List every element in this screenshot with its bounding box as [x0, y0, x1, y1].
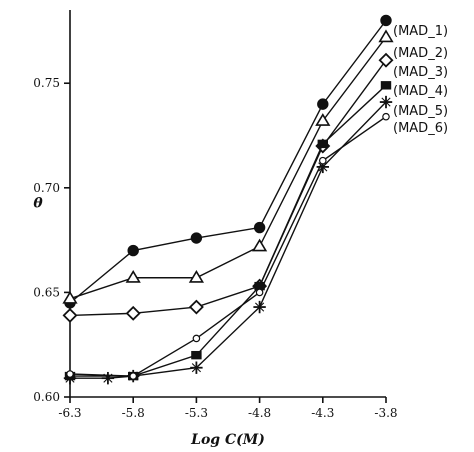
series-4 [64, 81, 392, 381]
open-diamond-marker [378, 52, 394, 68]
star-cross-marker [379, 95, 393, 109]
y-axis-label: θ [33, 196, 43, 212]
series-line [70, 101, 387, 379]
open-circle-marker [66, 370, 74, 378]
star-stroke [381, 97, 391, 107]
series-line [69, 116, 387, 377]
series-line [69, 59, 387, 317]
star-stroke [318, 162, 328, 172]
star-cross-marker [101, 371, 115, 385]
x-tick-label: -4.8 [248, 406, 271, 420]
series-5 [63, 95, 393, 385]
star-stroke [255, 302, 265, 312]
series-2 [62, 29, 394, 304]
open-diamond-marker [188, 299, 204, 315]
filled-circle-marker [253, 221, 266, 234]
legend-label: (MAD_5) [393, 104, 448, 119]
open-triangle-marker [62, 290, 78, 304]
y-tick-label: 0.65 [33, 285, 60, 299]
filled-square-marker [317, 139, 328, 149]
filled-circle-marker [380, 14, 392, 27]
axes [64, 10, 387, 403]
series-6 [66, 112, 390, 380]
y-tick-label: 0.60 [33, 390, 60, 404]
tick-labels: -6.3 -5.8 -5.3 -4.8 -4.3 -3.8 0.60 0.65 0.70 0.75 [33, 76, 397, 420]
star-cross-marker [190, 361, 203, 374]
open-circle-marker [192, 334, 201, 343]
filled-circle-marker [317, 98, 329, 110]
series-line [69, 20, 387, 304]
open-triangle-marker [378, 29, 394, 43]
open-triangle-marker [251, 238, 268, 252]
legend: (MAD_1) (MAD_2) (MAD_3) (MAD_4) (MAD_5) (MAD_… [393, 24, 448, 136]
open-triangle-marker [125, 269, 141, 283]
filled-circle-marker [127, 244, 139, 257]
filled-square-marker [254, 281, 265, 291]
open-diamond-marker [62, 307, 78, 323]
x-tick-label: -3.8 [374, 406, 397, 420]
y-tick-label: 0.75 [33, 76, 60, 90]
x-tick-label: -5.3 [185, 406, 208, 420]
legend-label: (MAD_6) [393, 121, 448, 136]
open-circle-marker [382, 112, 390, 121]
legend-label: (MAD_1) [393, 24, 448, 39]
series-1 [64, 14, 392, 309]
open-diamond-marker [125, 305, 141, 321]
x-tick-label: -4.3 [311, 406, 334, 420]
star-stroke [191, 363, 201, 373]
open-triangle-marker [188, 269, 205, 283]
filled-square-marker [380, 81, 392, 90]
filled-square-marker [191, 350, 202, 360]
x-axis-label: Log C(M) [190, 432, 265, 448]
series-line [70, 84, 387, 377]
open-triangle-marker [315, 113, 331, 126]
legend-label: (MAD_2) [393, 46, 448, 61]
open-circle-marker [129, 372, 138, 380]
x-tick-label: -6.3 [58, 406, 81, 420]
x-tick-label: -5.8 [122, 406, 145, 420]
y-tick-label: 0.70 [33, 181, 60, 195]
legend-label: (MAD_3) [393, 65, 448, 80]
open-circle-marker [318, 156, 327, 165]
series-group [62, 14, 394, 385]
filled-circle-marker [190, 232, 203, 244]
legend-label: (MAD_4) [393, 84, 448, 99]
series-line [69, 36, 387, 300]
open-circle-marker [255, 288, 264, 297]
star-cross-marker [253, 300, 266, 314]
